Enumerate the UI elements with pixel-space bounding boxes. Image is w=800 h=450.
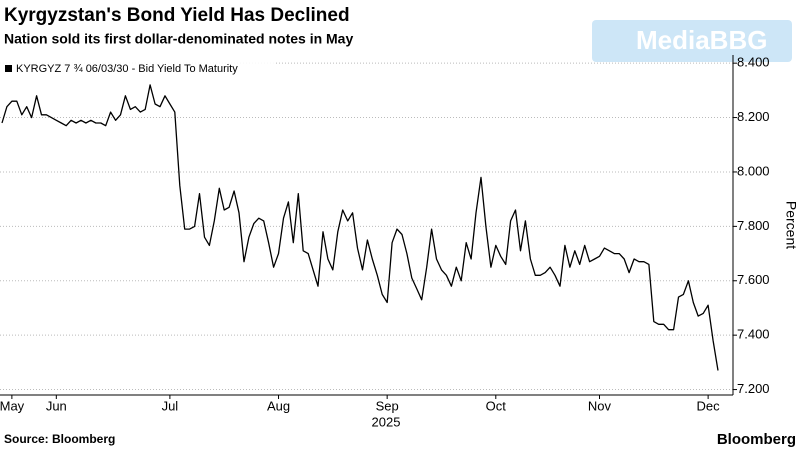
x-tick-label: Dec: [697, 398, 721, 413]
x-tick-label: Sep: [376, 398, 399, 413]
x-tick-label: Aug: [267, 398, 290, 413]
x-tick-label: Nov: [588, 398, 612, 413]
y-tick-label: 8.200: [737, 109, 770, 124]
data-line: [1, 84, 719, 371]
chart-title: Kyrgyzstan's Bond Yield Has Declined: [4, 5, 350, 26]
x-tick-label: Oct: [486, 398, 507, 413]
y-tick-label: 7.800: [737, 218, 770, 233]
y-tick-label: 7.200: [737, 381, 770, 396]
legend-swatch: [5, 65, 12, 72]
chart-subtitle: Nation sold its first dollar-denominated…: [4, 31, 353, 47]
y-axis-label: Percent: [783, 201, 799, 249]
brand: Bloomberg: [717, 431, 796, 448]
x-tick-label: May: [0, 398, 25, 413]
y-tick-label: 8.000: [737, 163, 770, 178]
x-tick-label: Jul: [162, 398, 179, 413]
watermark: MediaBBG: [636, 25, 767, 55]
legend-box: [0, 60, 276, 78]
y-tick-label: 7.400: [737, 327, 770, 342]
y-tick-label: 8.400: [737, 55, 770, 70]
watermark-box: [592, 20, 792, 62]
source: Source: Bloomberg: [4, 432, 115, 446]
y-tick-label: 7.600: [737, 272, 770, 287]
x-sublabel: 2025: [372, 414, 401, 429]
legend-label: KYRGYZ 7 ¾ 06/03/30 - Bid Yield To Matur…: [16, 63, 238, 75]
x-tick-label: Jun: [46, 398, 67, 413]
